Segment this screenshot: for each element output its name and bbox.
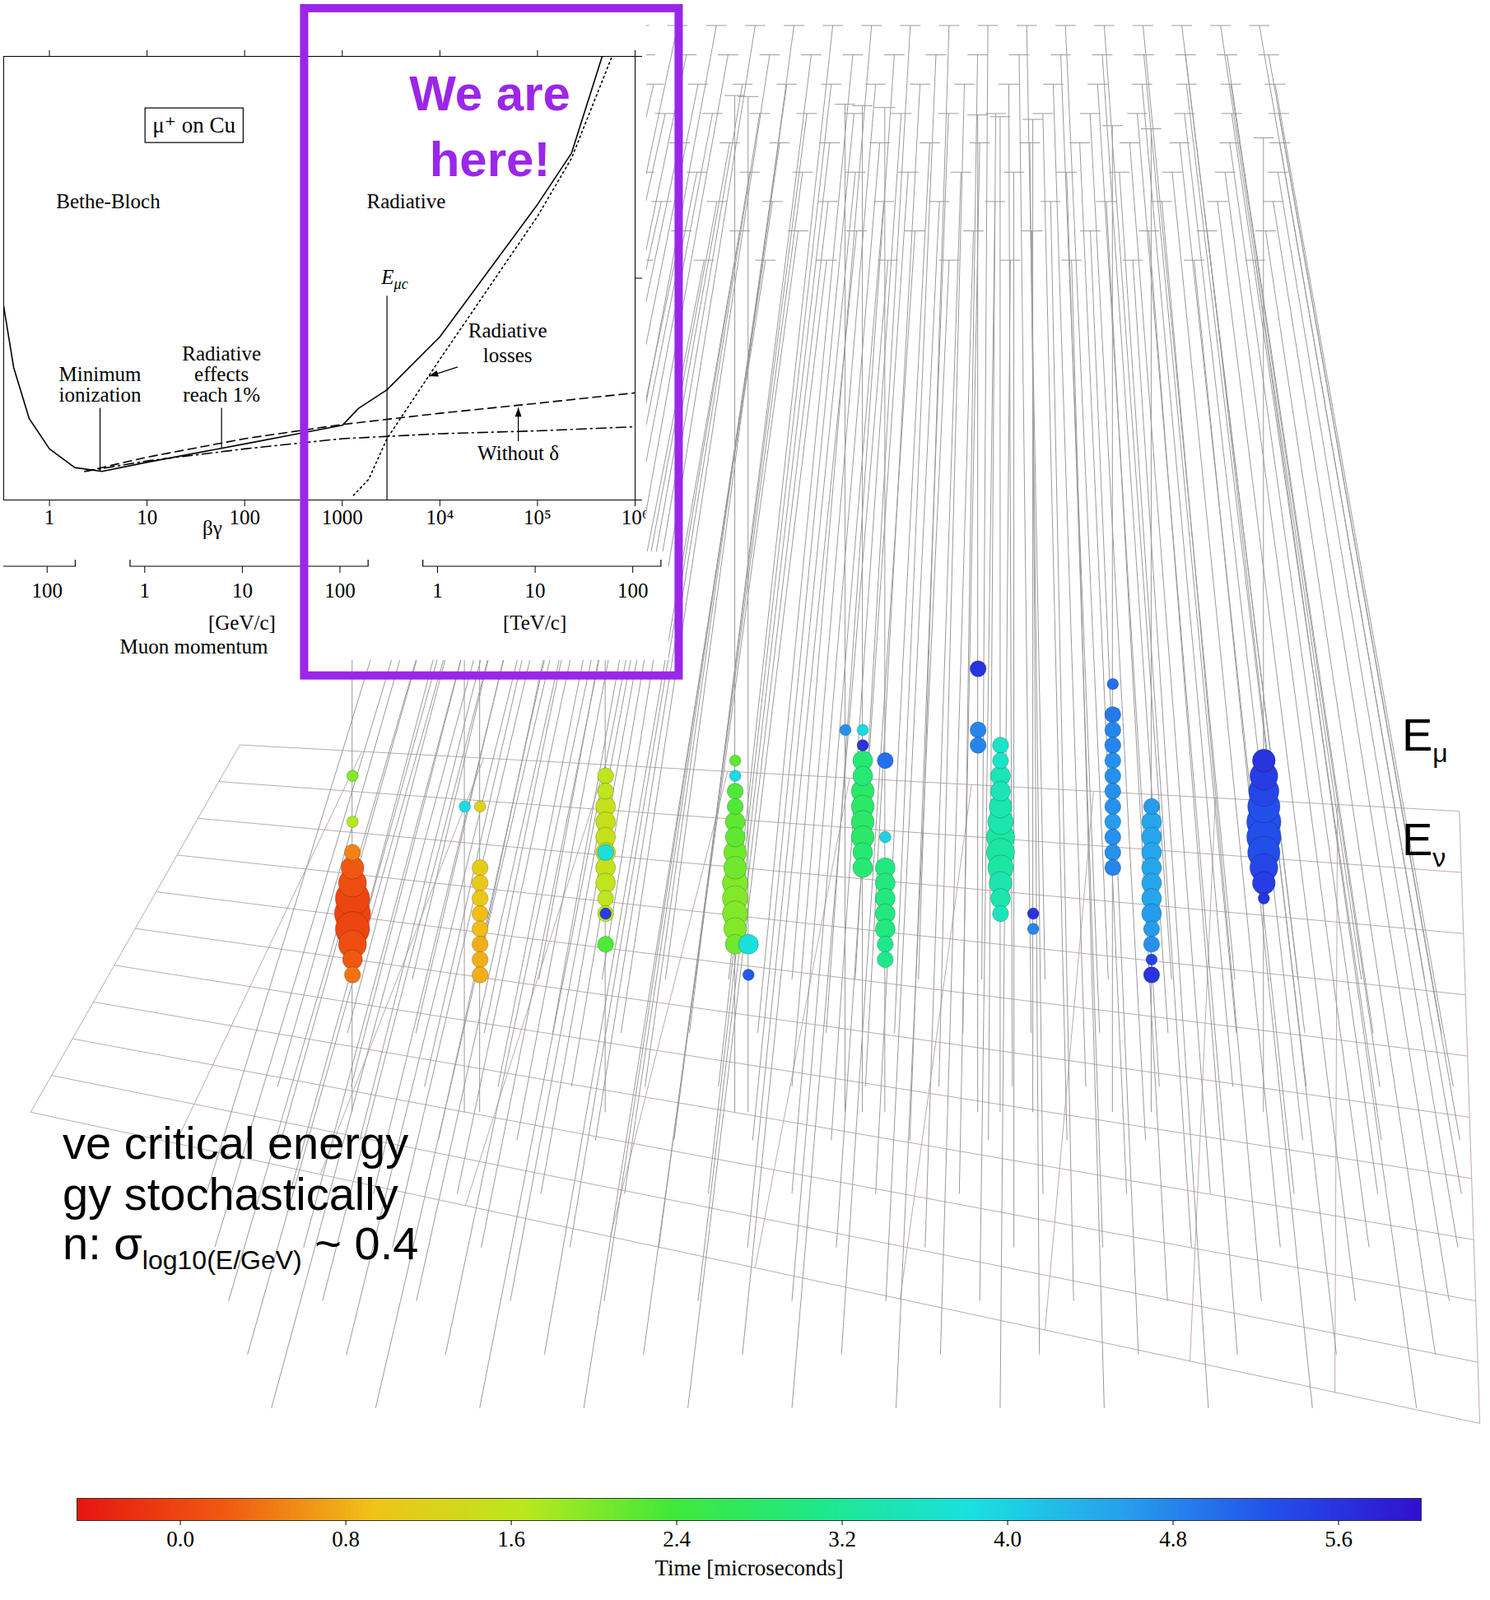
svg-text:10⁴: 10⁴ [425, 506, 454, 529]
svg-text:0.8: 0.8 [331, 1527, 360, 1552]
svg-text:Eμc: Eμc [380, 265, 408, 293]
svg-text:1: 1 [139, 579, 151, 602]
svg-text:1: 1 [44, 506, 56, 529]
svg-text:10: 10 [136, 506, 158, 529]
svg-text:10⁵: 10⁵ [523, 506, 552, 529]
svg-text:Radiative: Radiative [468, 319, 548, 342]
svg-text:100: 100 [324, 579, 356, 602]
svg-text:Minimumionization: Minimumionization [59, 363, 143, 406]
svg-text:Radiativeeffectsreach 1%: Radiativeeffectsreach 1% [181, 342, 261, 406]
svg-text:0.0: 0.0 [166, 1527, 195, 1552]
svg-text:4.0: 4.0 [993, 1527, 1022, 1552]
svg-text:4.8: 4.8 [1159, 1527, 1188, 1552]
svg-text:gy stochastically: gy stochastically [62, 1168, 399, 1220]
svg-text:μ⁺ on Cu: μ⁺ on Cu [152, 112, 236, 138]
svg-text:Time [microseconds]: Time [microseconds] [654, 1555, 843, 1581]
svg-text:Eμ: Eμ [1401, 708, 1449, 769]
svg-text:βγ: βγ [202, 516, 223, 540]
svg-text:Radiative: Radiative [367, 190, 447, 213]
svg-text:100: 100 [617, 579, 649, 602]
svg-text:Bethe-Bloch: Bethe-Bloch [55, 190, 161, 213]
svg-text:[TeV/c]: [TeV/c] [502, 611, 567, 634]
svg-text:losses: losses [483, 344, 533, 367]
svg-text:2.4: 2.4 [662, 1527, 691, 1552]
svg-text:100: 100 [32, 579, 64, 602]
svg-text:1000: 1000 [321, 506, 364, 529]
svg-text:10: 10 [232, 579, 253, 602]
svg-text:Without δ: Without δ [477, 442, 559, 465]
svg-text:[GeV/c]: [GeV/c] [208, 611, 276, 634]
svg-text:10⁶: 10⁶ [621, 506, 647, 529]
svg-text:We are: We are [409, 65, 571, 122]
svg-text:1.6: 1.6 [497, 1527, 526, 1552]
svg-text:5.6: 5.6 [1324, 1527, 1353, 1552]
svg-text:n: σlog10(E/GeV) ~ 0.4: n: σlog10(E/GeV) ~ 0.4 [62, 1217, 419, 1276]
svg-text:ve critical energy: ve critical energy [62, 1117, 409, 1169]
svg-text:10: 10 [525, 579, 546, 602]
svg-text:Eν: Eν [1401, 813, 1446, 873]
svg-text:Muon momentum: Muon momentum [120, 635, 269, 658]
svg-text:here!: here! [429, 131, 551, 187]
svg-text:1: 1 [432, 579, 443, 602]
svg-text:100: 100 [228, 506, 261, 529]
svg-text:3.2: 3.2 [828, 1527, 857, 1552]
